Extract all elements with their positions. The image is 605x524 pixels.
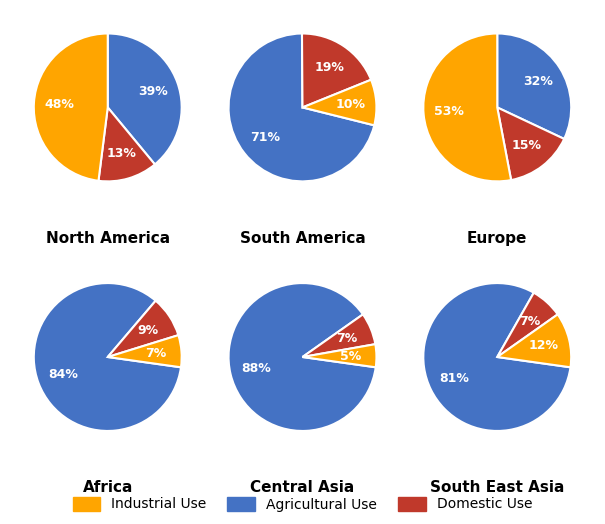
Wedge shape [229, 34, 374, 181]
Text: 7%: 7% [145, 347, 166, 359]
Wedge shape [108, 301, 178, 357]
Wedge shape [302, 314, 375, 357]
Text: 15%: 15% [512, 139, 541, 152]
Wedge shape [497, 107, 564, 180]
Text: 7%: 7% [519, 315, 540, 328]
Title: Africa: Africa [82, 481, 133, 496]
Title: South East Asia: South East Asia [430, 481, 564, 496]
Title: Central Asia: Central Asia [250, 481, 355, 496]
Wedge shape [424, 283, 571, 431]
Title: South America: South America [240, 231, 365, 246]
Text: 13%: 13% [106, 147, 136, 160]
Text: 88%: 88% [241, 362, 270, 375]
Text: 7%: 7% [336, 332, 358, 345]
Text: 19%: 19% [315, 61, 344, 74]
Text: 32%: 32% [523, 75, 553, 88]
Wedge shape [99, 107, 155, 181]
Wedge shape [302, 80, 376, 125]
Wedge shape [302, 344, 376, 367]
Wedge shape [497, 314, 571, 367]
Wedge shape [34, 34, 108, 181]
Text: 10%: 10% [335, 97, 365, 111]
Text: 53%: 53% [434, 105, 465, 118]
Legend: Industrial Use, Agricultural Use, Domestic Use: Industrial Use, Agricultural Use, Domest… [67, 491, 538, 517]
Text: 5%: 5% [340, 350, 361, 363]
Title: North America: North America [46, 231, 170, 246]
Text: 71%: 71% [250, 130, 280, 144]
Text: 39%: 39% [138, 85, 168, 97]
Title: Europe: Europe [467, 231, 528, 246]
Text: 84%: 84% [48, 367, 78, 380]
Text: 9%: 9% [137, 324, 159, 337]
Wedge shape [34, 283, 181, 431]
Wedge shape [108, 335, 182, 367]
Text: 12%: 12% [529, 339, 559, 352]
Wedge shape [229, 283, 376, 431]
Text: 48%: 48% [45, 98, 74, 111]
Wedge shape [497, 293, 558, 357]
Wedge shape [108, 34, 182, 165]
Text: 81%: 81% [439, 372, 469, 385]
Wedge shape [497, 34, 571, 139]
Wedge shape [424, 34, 511, 181]
Wedge shape [302, 34, 371, 107]
